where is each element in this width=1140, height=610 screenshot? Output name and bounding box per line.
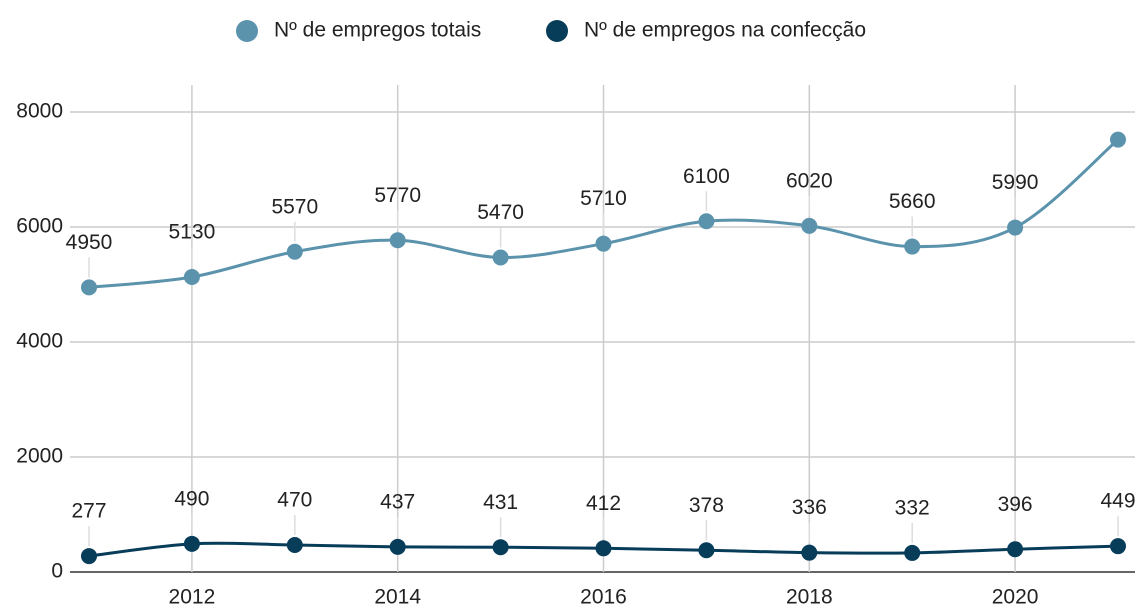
data-label: 449 — [1100, 490, 1135, 513]
y-tick-label: 8000 — [16, 100, 63, 123]
data-label: 470 — [277, 489, 312, 512]
data-point — [1110, 538, 1126, 555]
data-point — [801, 217, 818, 234]
legend-label: Nº de empregos totais — [274, 19, 481, 42]
data-label: 5470 — [477, 201, 524, 224]
data-label: 4950 — [66, 231, 113, 254]
data-point — [389, 232, 406, 249]
data-point — [698, 213, 715, 230]
data-label: 396 — [998, 493, 1033, 516]
data-label: 5570 — [271, 195, 318, 218]
y-tick-label: 6000 — [16, 215, 63, 238]
data-label: 6100 — [683, 165, 730, 188]
y-tick-label: 4000 — [16, 330, 63, 353]
data-label: 5710 — [580, 187, 627, 210]
x-tick-label: 2020 — [992, 586, 1039, 609]
data-label: 5990 — [992, 171, 1039, 194]
legend-label: Nº de empregos na confecção — [584, 19, 866, 42]
data-label: 412 — [586, 492, 621, 515]
data-point — [595, 540, 612, 557]
data-label: 5770 — [374, 184, 421, 207]
data-point — [698, 542, 715, 559]
data-point — [183, 535, 200, 552]
data-point — [801, 544, 818, 561]
data-label: 490 — [174, 487, 209, 510]
data-label: 277 — [71, 500, 106, 523]
y-tick-label: 0 — [51, 560, 63, 583]
data-point — [81, 279, 97, 296]
x-tick-label: 2018 — [786, 586, 833, 609]
data-point — [1007, 219, 1024, 236]
data-point — [81, 548, 97, 565]
data-point — [492, 539, 509, 556]
data-point — [389, 538, 406, 555]
data-label: 431 — [483, 491, 518, 514]
data-label: 5660 — [889, 190, 936, 213]
data-point — [1007, 541, 1024, 558]
x-tick-label: 2016 — [580, 586, 627, 609]
data-point — [1110, 131, 1126, 148]
data-label: 336 — [792, 496, 827, 519]
data-label: 332 — [895, 496, 930, 519]
y-tick-label: 2000 — [16, 445, 63, 468]
data-point — [286, 243, 303, 260]
data-label: 378 — [689, 494, 724, 517]
data-label: 437 — [380, 490, 415, 513]
data-point — [492, 249, 509, 266]
x-tick-label: 2012 — [169, 586, 216, 609]
data-point — [286, 536, 303, 553]
x-tick-label: 2014 — [374, 586, 421, 609]
data-label: 5130 — [169, 221, 216, 244]
legend-marker — [236, 20, 258, 42]
data-point — [904, 238, 921, 255]
data-label: 6020 — [786, 169, 833, 192]
data-point — [595, 235, 612, 252]
data-point — [183, 269, 200, 286]
legend-marker — [546, 20, 568, 42]
data-point — [904, 544, 921, 561]
